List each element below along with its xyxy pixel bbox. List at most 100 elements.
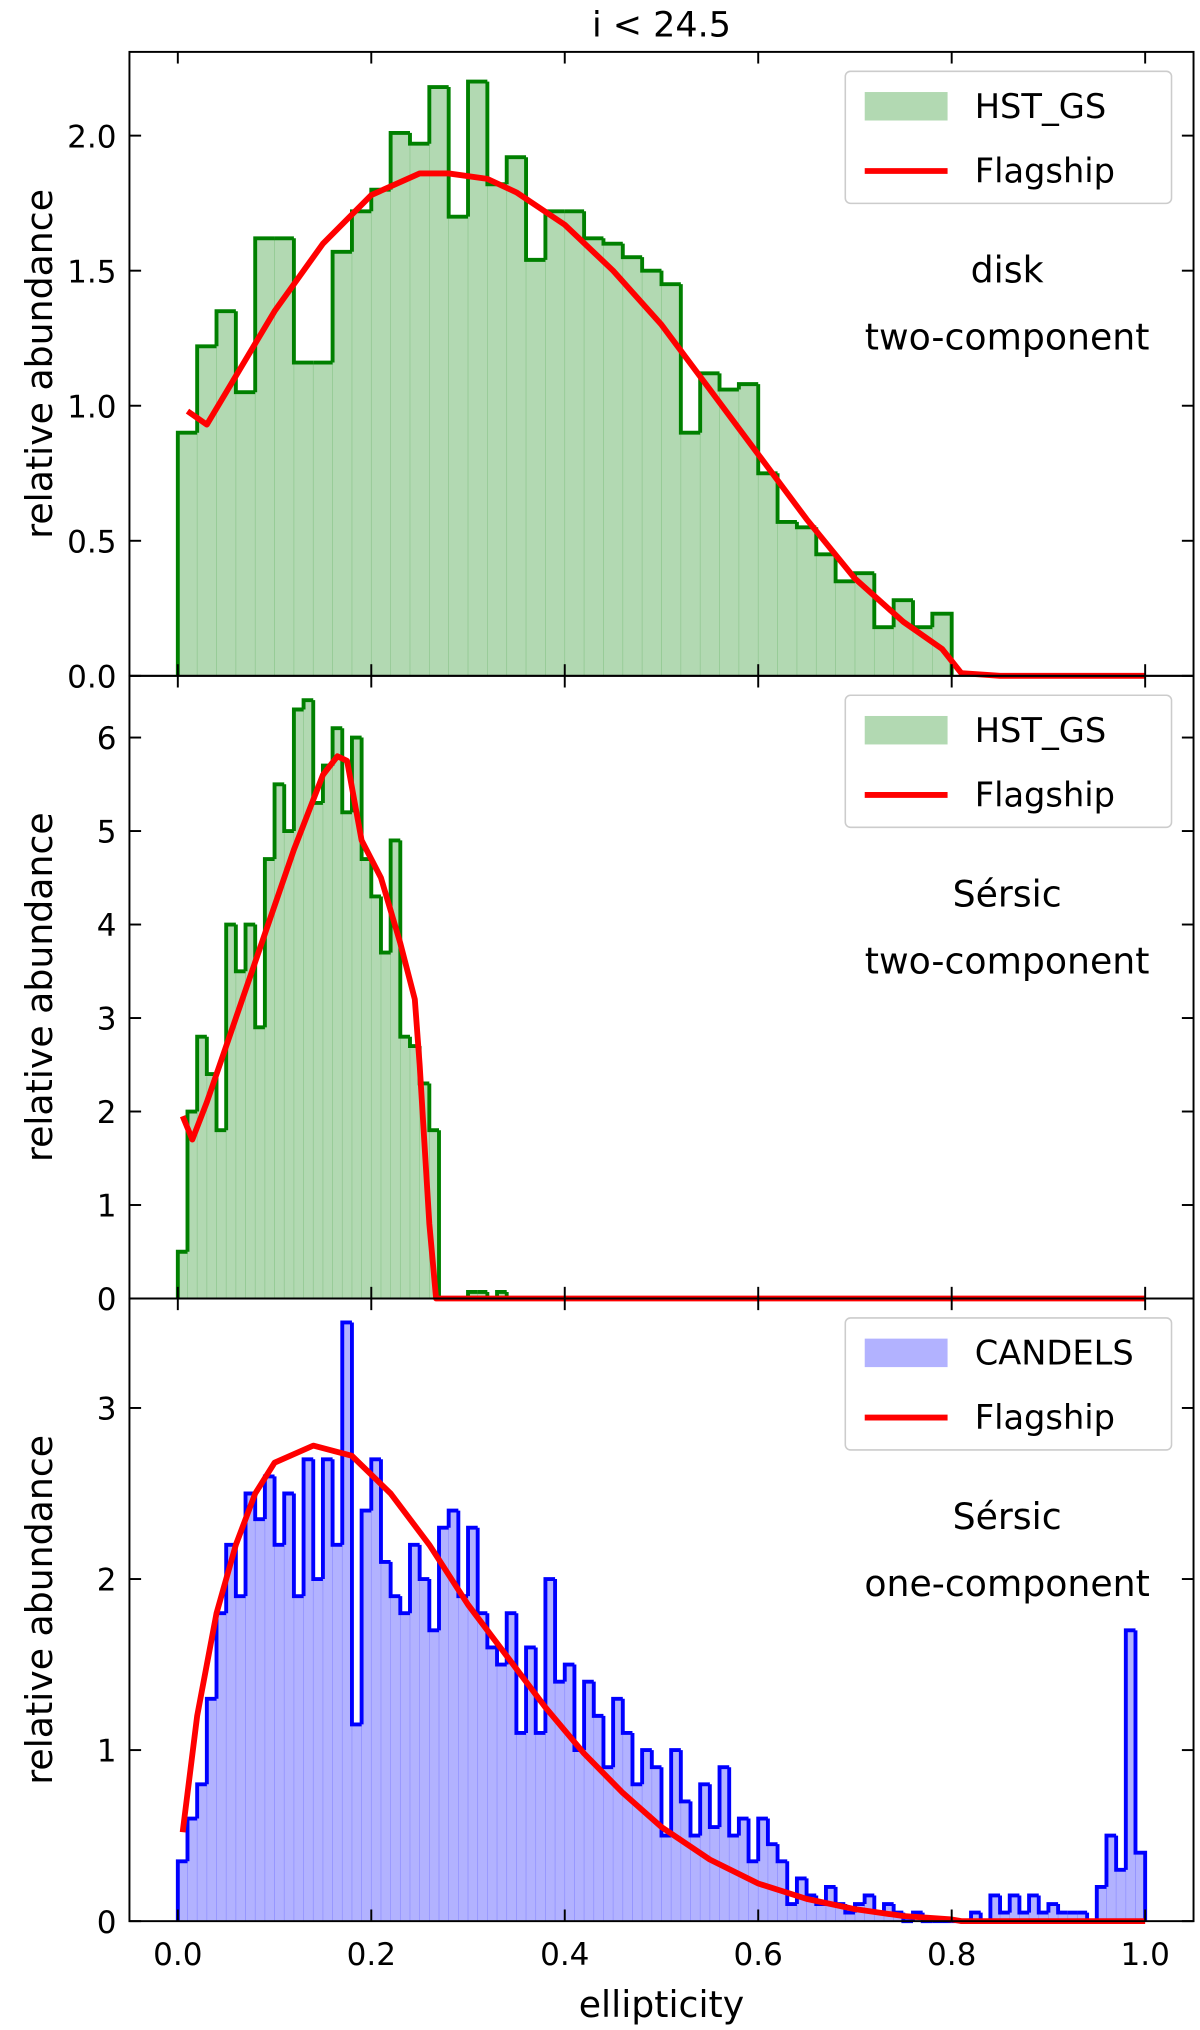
bar [564, 210, 585, 677]
bar-outline [195, 1782, 207, 1819]
x-tick-label: 1.0 [1120, 1937, 1169, 1973]
bar [719, 389, 740, 677]
bar [487, 183, 508, 677]
bar-outline [379, 896, 391, 955]
bar-outline [891, 1904, 904, 1915]
bar-outline [911, 600, 933, 630]
bar-outline [1104, 1833, 1117, 1887]
bar-outline [649, 1750, 662, 1770]
annotation: two-component [865, 940, 1150, 983]
bar-outline [524, 1645, 536, 1733]
bar [603, 1766, 614, 1922]
bar-outline [437, 1525, 449, 1631]
bar [535, 1732, 546, 1922]
bar [399, 1036, 411, 1299]
bar [332, 251, 353, 677]
bar-outline [214, 1074, 227, 1133]
y-axis-label: relative abundance [18, 1435, 61, 1785]
bar-outline [707, 1784, 720, 1830]
bar [370, 189, 391, 677]
bar-outline [765, 1818, 778, 1847]
bar-outline [485, 81, 507, 187]
annotation: two-component [865, 316, 1150, 359]
bar [312, 362, 333, 677]
line-series [179, 753, 1146, 1302]
bar [370, 896, 382, 1299]
bar [293, 1595, 304, 1922]
bar-outline [717, 373, 739, 392]
bar-outline [630, 1732, 643, 1787]
bar-outline [224, 922, 236, 1131]
bar [796, 526, 817, 677]
bar-outline [175, 430, 198, 676]
bar [216, 310, 237, 677]
bar-outline [504, 1611, 517, 1665]
bar [583, 237, 604, 677]
bar-outline [533, 1647, 546, 1735]
bar-outline [185, 1109, 198, 1252]
legend-label: HST_GS [975, 87, 1106, 126]
bar-outline [756, 1816, 768, 1862]
bar [487, 1647, 498, 1922]
legend-swatch [864, 1338, 948, 1368]
bar-outline [388, 130, 410, 190]
legend-label: Flagship [975, 1398, 1115, 1437]
bar-outline [659, 1767, 672, 1838]
bar [351, 1724, 362, 1922]
legend-swatch [864, 92, 948, 121]
bar-outline [591, 1681, 604, 1718]
bar-outline [678, 1750, 691, 1804]
bar [622, 256, 643, 677]
bar-outline [301, 698, 314, 710]
bar-outline [601, 238, 623, 246]
bar-outline [736, 1816, 749, 1836]
bar-outline [736, 382, 759, 390]
bar-outline [262, 857, 275, 1028]
bar-outline [998, 1895, 1010, 1915]
bar-outline [1123, 1628, 1136, 1870]
bar-outline [369, 859, 381, 899]
line-series [179, 1442, 1146, 1925]
bar-outline [214, 309, 236, 347]
bar [835, 580, 856, 677]
bar-outline [466, 1525, 478, 1597]
bar-outline [775, 473, 797, 524]
bar-outline [272, 782, 285, 860]
bar [815, 553, 836, 677]
bar [786, 1903, 798, 1922]
bar-outline [659, 270, 681, 287]
x-tick-label: 0.0 [153, 1937, 202, 1973]
bar [603, 243, 624, 677]
bar-outline [398, 840, 410, 1039]
y-tick-label: 3 [97, 1392, 117, 1428]
y-tick-label: 4 [97, 908, 117, 944]
bar-outline [698, 1782, 710, 1836]
bar-outline [620, 243, 643, 260]
bar-outline [872, 573, 894, 630]
bar [661, 1835, 672, 1922]
bar [709, 1826, 720, 1922]
bar-outline [408, 132, 430, 146]
bar-outline [495, 1647, 507, 1667]
bar-outline [175, 1859, 188, 1922]
bar [274, 783, 285, 1299]
bar-outline [243, 922, 256, 972]
bar-outline [1007, 1893, 1020, 1913]
bar [873, 626, 894, 677]
bar-outline [930, 611, 954, 676]
bar [293, 362, 314, 677]
bar [361, 858, 372, 1299]
bar [235, 391, 256, 677]
bar [506, 156, 527, 677]
bar [216, 1129, 227, 1299]
y-tick-label: 0.5 [67, 524, 116, 560]
bar [574, 1749, 585, 1922]
bar [458, 1595, 469, 1922]
bar-outline [553, 1579, 565, 1684]
bar [545, 210, 566, 677]
y-tick-label: 1.5 [67, 254, 116, 290]
bar-outline [524, 157, 546, 262]
bar-outline [204, 1036, 217, 1077]
bar-outline [398, 1596, 410, 1616]
